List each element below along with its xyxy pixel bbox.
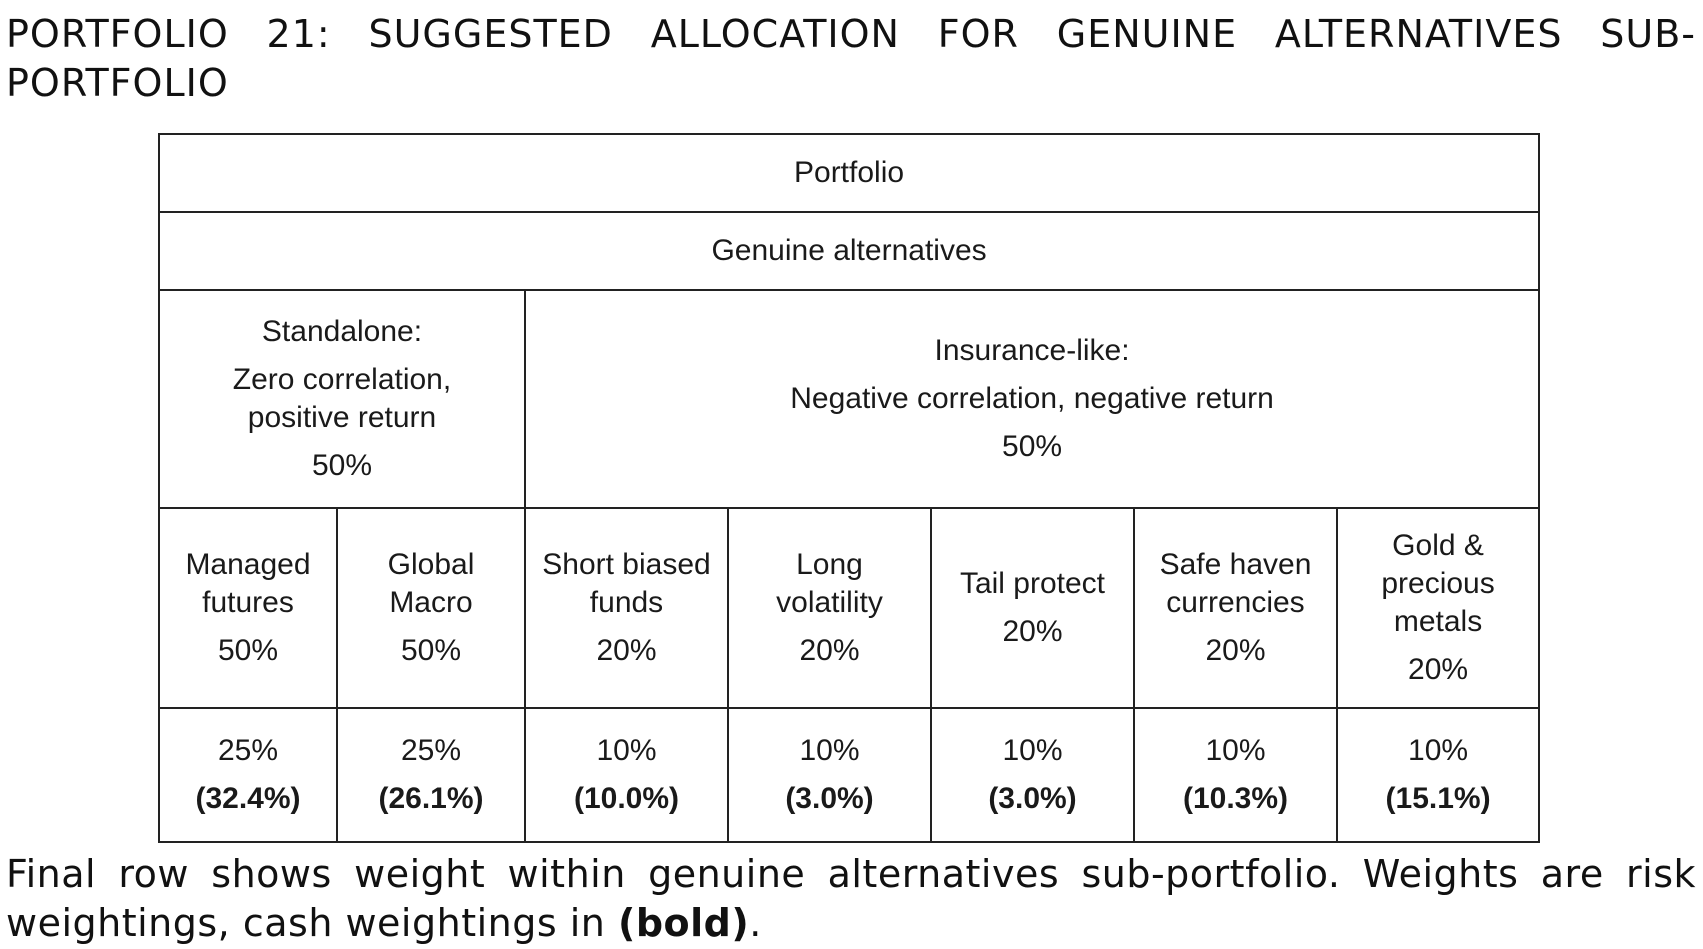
sub-allocation-row: Managed futures 50% Global Macro 50% Short bia… xyxy=(158,507,1541,709)
risk-weight: 10% xyxy=(1205,734,1266,767)
group-row: Standalone: Zero correlation, positive r… xyxy=(158,289,1541,509)
sub-allocation-name: Safe haven xyxy=(1159,548,1312,581)
sub-allocation-pct: 20% xyxy=(799,634,860,667)
standalone-heading: Standalone: xyxy=(261,315,423,348)
sub-allocation-name: volatility xyxy=(776,586,883,619)
insurance-pct: 50% xyxy=(1002,430,1063,463)
sub-allocation-cell: Safe haven currencies 20% xyxy=(1133,507,1338,709)
cash-weight: (10.3%) xyxy=(1182,782,1289,815)
cash-weight: (3.0%) xyxy=(988,782,1077,815)
sub-allocation-cell: Managed futures 50% xyxy=(158,507,338,709)
sub-allocation-cell: Tail protect 20% xyxy=(930,507,1135,709)
weight-cell: 10% (3.0%) xyxy=(930,707,1135,843)
sub-allocation-pct: 20% xyxy=(1205,634,1266,667)
caption-end: . xyxy=(749,901,762,945)
portfolio-cell: Portfolio xyxy=(157,133,1541,213)
weight-cell: 10% (10.0%) xyxy=(524,707,729,843)
risk-weight: 25% xyxy=(400,734,462,767)
sub-allocation-name: precious xyxy=(1381,567,1495,600)
page-title: PORTFOLIO 21: SUGGESTED ALLOCATION FOR G… xyxy=(6,12,1696,105)
sub-allocation-pct: 50% xyxy=(217,634,279,667)
sub-allocation-pct: 20% xyxy=(596,634,657,667)
caption-text: Final row shows weight within genuine al… xyxy=(6,852,1696,945)
sub-allocation-name: Managed xyxy=(185,548,311,581)
sub-allocation-pct: 50% xyxy=(400,634,462,667)
weights-row: 25% (32.4%) 25% (26.1%) 10% (10.0%) 10% (3.0%) 1… xyxy=(158,707,1541,843)
cash-weight: (3.0%) xyxy=(785,782,874,815)
risk-weight: 10% xyxy=(1002,734,1063,767)
insurance-desc: Negative correlation, negative return xyxy=(790,382,1274,415)
sub-allocation-name: currencies xyxy=(1166,586,1305,619)
sub-allocation-name: Tail protect xyxy=(959,567,1106,600)
caption: Final row shows weight within genuine al… xyxy=(6,850,1696,948)
sub-allocation-name: Gold & xyxy=(1392,529,1484,562)
insurance-heading: Insurance-like: xyxy=(934,334,1130,367)
weight-cell: 25% (26.1%) xyxy=(336,707,526,843)
sub-allocation-cell: Global Macro 50% xyxy=(336,507,526,709)
risk-weight: 10% xyxy=(1408,734,1469,767)
sub-allocation-name: Long xyxy=(796,548,863,581)
sub-allocation-cell: Short biased funds 20% xyxy=(524,507,729,709)
sub-allocation-name: Short biased xyxy=(542,548,711,581)
sub-allocation-name: Global xyxy=(387,548,475,581)
risk-weight: 25% xyxy=(217,734,279,767)
cash-weight: (26.1%) xyxy=(378,782,484,815)
insurance-cell: Insurance-like: Negative correlation, ne… xyxy=(523,289,1541,509)
sub-allocation-name: futures xyxy=(202,586,294,619)
sub-allocation-cell: Long volatility 20% xyxy=(727,507,932,709)
weight-cell: 10% (15.1%) xyxy=(1335,707,1541,843)
genuine-alternatives-row: Genuine alternatives xyxy=(157,211,1541,291)
caption-bold: (bold) xyxy=(617,901,750,945)
cash-weight: (10.0%) xyxy=(573,782,680,815)
cash-weight: (32.4%) xyxy=(195,782,301,815)
standalone-pct: 50% xyxy=(311,449,373,482)
weight-cell: 10% (3.0%) xyxy=(727,707,932,843)
sub-allocation-pct: 20% xyxy=(1408,653,1469,686)
risk-weight: 10% xyxy=(596,734,657,767)
risk-weight: 10% xyxy=(799,734,860,767)
standalone-desc-1: Zero correlation, xyxy=(232,363,452,396)
cash-weight: (15.1%) xyxy=(1385,782,1491,815)
weight-cell: 25% (32.4%) xyxy=(158,707,338,843)
sub-allocation-name: funds xyxy=(589,586,664,619)
sub-allocation-name: Macro xyxy=(389,586,473,619)
weight-cell: 10% (10.3%) xyxy=(1133,707,1338,843)
standalone-cell: Standalone: Zero correlation, positive r… xyxy=(158,289,526,509)
sub-allocation-cell: Gold & precious metals 20% xyxy=(1335,507,1541,709)
genuine-alternatives-cell: Genuine alternatives xyxy=(157,211,1541,291)
portfolio-row: Portfolio xyxy=(157,133,1541,213)
allocation-table: Portfolio Genuine alternatives Standalon… xyxy=(157,133,1541,843)
standalone-desc-2: positive return xyxy=(247,401,437,434)
sub-allocation-pct: 20% xyxy=(1002,615,1063,648)
sub-allocation-name: metals xyxy=(1393,605,1483,638)
